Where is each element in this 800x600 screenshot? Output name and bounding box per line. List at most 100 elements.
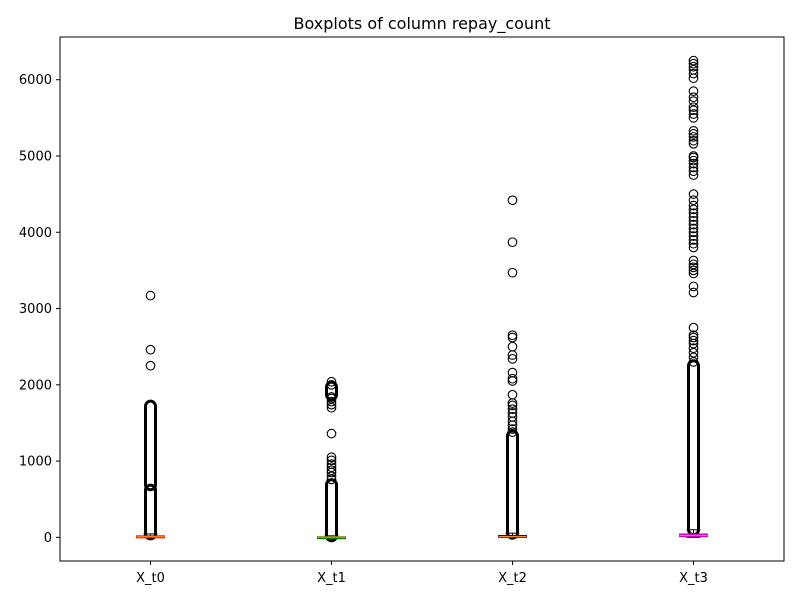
- outlier-point: [507, 424, 518, 434]
- x-tick-label: X_t1: [317, 571, 346, 586]
- outlier-point: [145, 290, 156, 301]
- outlier-point: [688, 238, 699, 249]
- y-tick-label: 5000: [19, 149, 52, 164]
- outlier-point: [326, 452, 337, 463]
- outlier-point: [507, 427, 518, 437]
- outlier-band: [325, 380, 338, 402]
- outlier-point: [688, 68, 699, 79]
- outlier-point: [688, 166, 699, 177]
- outlier-point: [145, 360, 156, 371]
- outlier-point: [688, 158, 699, 169]
- outlier-point: [507, 373, 518, 384]
- box-X_t3: [679, 55, 708, 538]
- outlier-point: [326, 402, 337, 413]
- box-X_t1: [317, 376, 346, 543]
- outlier-point: [688, 96, 699, 106]
- outlier-point: [688, 105, 699, 116]
- outlier-point: [688, 58, 699, 69]
- box-X_t0: [136, 290, 165, 541]
- y-tick-label: 0: [44, 531, 52, 546]
- outlier-point: [688, 231, 699, 241]
- y-tick-label: 3000: [19, 302, 52, 317]
- outlier-point: [688, 204, 699, 215]
- outlier-point: [688, 212, 699, 222]
- outlier-band: [506, 429, 519, 540]
- y-tick-label: 1000: [19, 455, 52, 470]
- outlier-point: [507, 267, 518, 278]
- outlier-band: [144, 483, 157, 541]
- outlier-point: [688, 265, 699, 276]
- outlier-point: [507, 389, 518, 400]
- outlier-point: [688, 347, 699, 358]
- outlier-point: [507, 332, 518, 343]
- outlier-point: [688, 223, 699, 234]
- outlier-point: [688, 332, 699, 343]
- outlier-point: [688, 262, 699, 273]
- outlier-point: [326, 459, 337, 469]
- outlier-band: [687, 359, 700, 537]
- box-X_t2: [498, 195, 527, 540]
- outlier-point: [688, 219, 699, 230]
- outlier-point: [688, 281, 699, 292]
- axes-frame: [59, 36, 785, 562]
- outlier-point: [326, 379, 337, 390]
- outlier-point: [688, 189, 699, 199]
- outlier-point: [688, 242, 699, 253]
- chart-title: Boxplots of column repay_count: [294, 14, 551, 34]
- outlier-point: [688, 170, 699, 180]
- outlier-point: [507, 330, 518, 341]
- outlier-point: [507, 341, 518, 352]
- outlier-point: [688, 162, 699, 173]
- outlier-point: [688, 135, 699, 146]
- x-tick-label: X_t0: [136, 571, 165, 586]
- x-tick-label: X_t2: [498, 571, 527, 586]
- outlier-point: [688, 357, 699, 367]
- outlier-point: [688, 132, 699, 142]
- outlier-point: [688, 129, 699, 139]
- outlier-point: [688, 259, 699, 270]
- outlier-point: [688, 64, 699, 75]
- y-tick-label: 2000: [19, 378, 52, 393]
- outlier-point: [688, 215, 699, 226]
- outlier-point: [326, 392, 337, 402]
- outlier-point: [688, 200, 699, 211]
- outlier-point: [688, 268, 699, 279]
- outlier-band: [325, 478, 338, 543]
- y-tick-label: 4000: [19, 226, 52, 241]
- outlier-point: [507, 195, 518, 206]
- outlier-point: [688, 113, 699, 123]
- outlier-point: [688, 208, 699, 219]
- outlier-point: [688, 138, 699, 149]
- axes: 0 1000 2000 3000 4000 5000 6000 X_t0 X_t1 X_t2 X_t…: [19, 73, 708, 586]
- outlier-point: [326, 474, 337, 485]
- outlier-point: [688, 61, 699, 72]
- outlier-point: [507, 367, 518, 378]
- y-tick-label: 6000: [19, 73, 52, 88]
- outlier-point: [507, 404, 518, 415]
- plot-area: [136, 55, 708, 543]
- outlier-point: [326, 465, 337, 476]
- outlier-point: [688, 335, 699, 346]
- outlier-point: [507, 411, 518, 422]
- outlier-point: [688, 86, 699, 97]
- outlier-point: [688, 255, 699, 266]
- outlier-point: [507, 237, 518, 248]
- outlier-band: [144, 399, 157, 492]
- outlier-point: [688, 55, 699, 66]
- outlier-point: [688, 151, 699, 161]
- outlier-point: [688, 155, 699, 166]
- outlier-point: [688, 322, 699, 333]
- outlier-point: [688, 330, 699, 341]
- outlier-point: [688, 287, 699, 298]
- outlier-point: [326, 376, 337, 387]
- outlier-point: [507, 408, 518, 418]
- outlier-point: [688, 227, 699, 238]
- outlier-point: [688, 195, 699, 206]
- outlier-point: [145, 344, 156, 355]
- outlier-point: [507, 400, 518, 411]
- outlier-point: [326, 462, 337, 473]
- outlier-point: [688, 343, 699, 354]
- outlier-point: [688, 235, 699, 245]
- outlier-point: [688, 352, 699, 363]
- outlier-point: [326, 428, 337, 439]
